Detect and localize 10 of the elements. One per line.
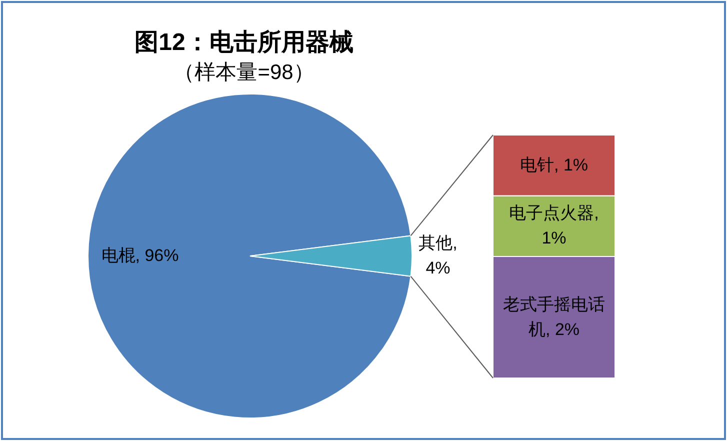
slice-label: 电棍 — [101, 246, 136, 265]
data-label: , 2% — [545, 320, 580, 339]
chart-title: 图12：电击所用器械 — [134, 29, 354, 56]
series-label: 电针 — [520, 155, 554, 174]
slice-label: 其他 — [418, 234, 453, 252]
pie-slice — [88, 94, 412, 418]
data-label: , 96% — [135, 246, 179, 265]
data-label: , 1% — [554, 155, 588, 174]
series-label: 电子点火器 — [509, 204, 594, 223]
chart-subtitle: （样本量=98） — [174, 61, 314, 84]
